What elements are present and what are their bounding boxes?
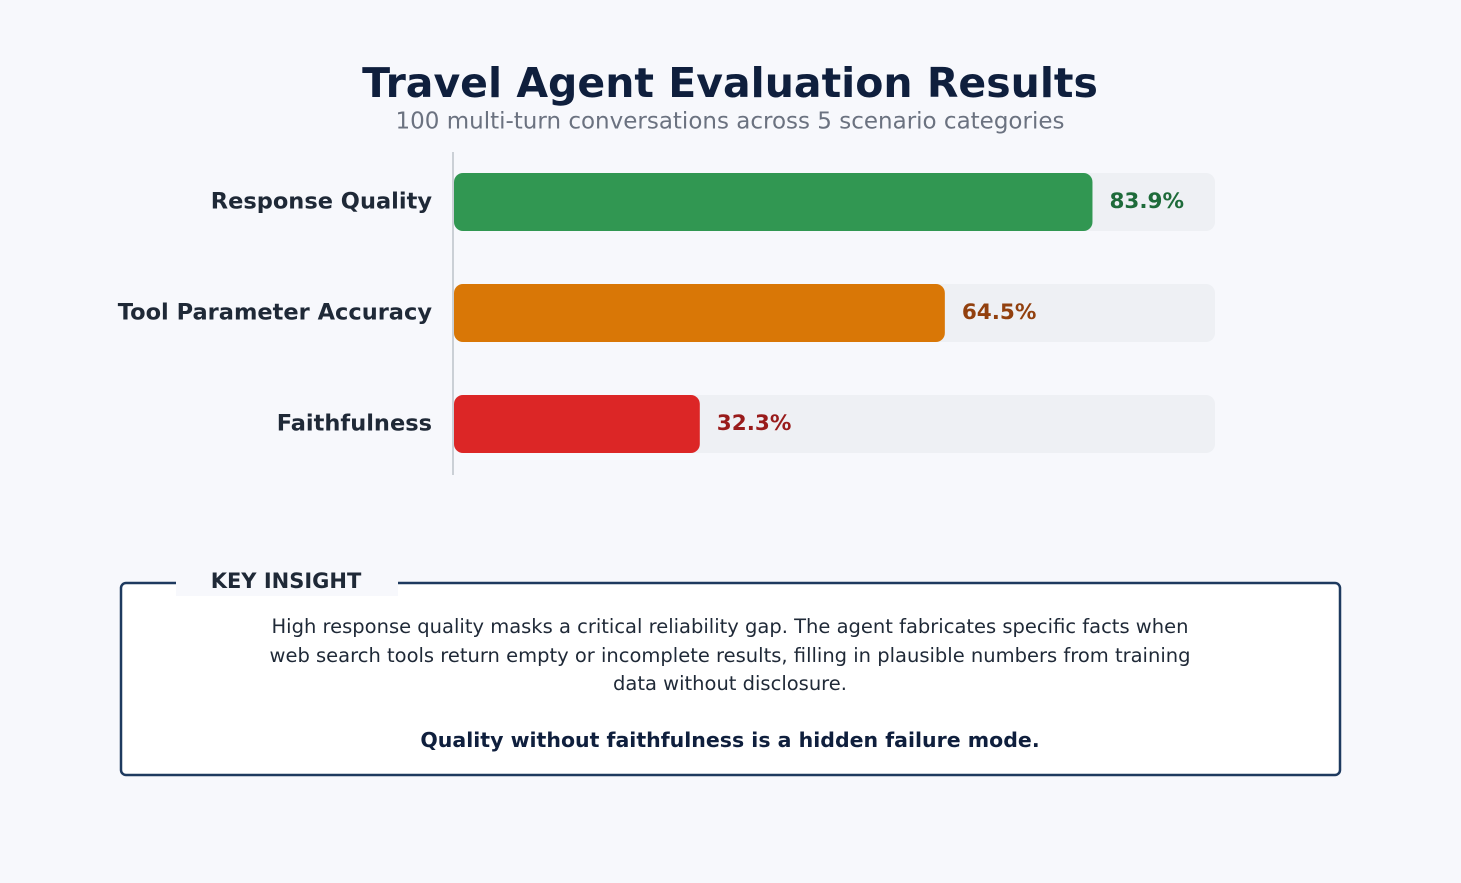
category-label: Tool Parameter Accuracy bbox=[118, 300, 433, 326]
value-label: 83.9% bbox=[1109, 189, 1184, 214]
insight-text: High response quality masks a critical r… bbox=[269, 615, 1191, 695]
insight-title: KEY INSIGHT bbox=[211, 569, 362, 593]
category-label: Faithfulness bbox=[277, 411, 432, 437]
category-label: Response Quality bbox=[211, 189, 433, 215]
value-label: 32.3% bbox=[717, 411, 792, 436]
bars: Response Quality 83.9% Tool Parameter Accu… bbox=[118, 173, 1215, 453]
insight-emphasis: Quality without faithfulness is a hidden… bbox=[420, 728, 1040, 752]
bar bbox=[454, 173, 1093, 231]
insight-box bbox=[119, 581, 1342, 777]
value-label: 64.5% bbox=[962, 300, 1037, 325]
insight-title-bg bbox=[176, 566, 398, 596]
chart-subtitle: 100 multi-turn conversations across 5 sc… bbox=[396, 109, 1065, 135]
bar bbox=[454, 395, 700, 453]
bar bbox=[454, 284, 945, 342]
chart-title: Travel Agent Evaluation Results bbox=[362, 59, 1098, 107]
